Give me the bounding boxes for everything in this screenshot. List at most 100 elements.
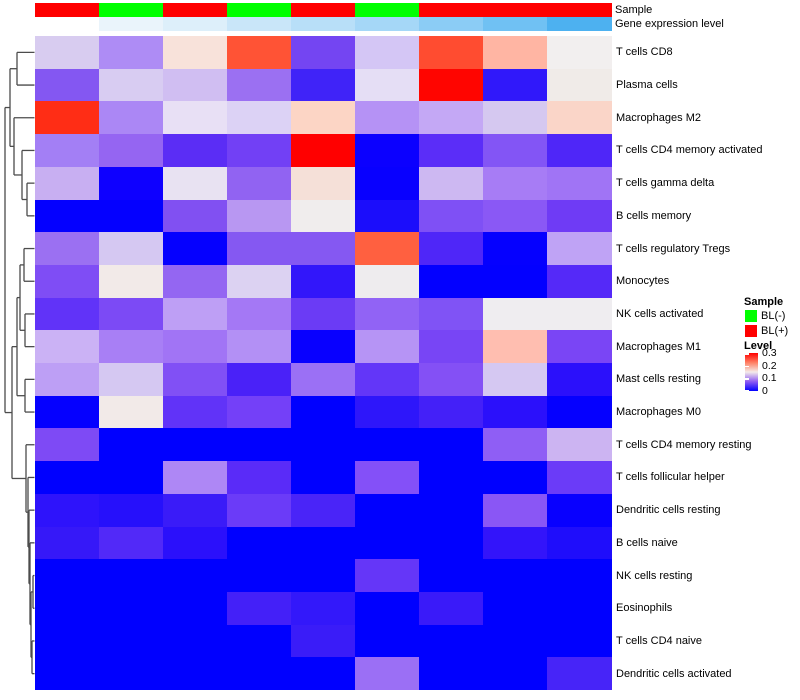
row-label: T cells CD8 [616, 46, 673, 59]
heatmap-cell [227, 101, 292, 135]
row-label: Dendritic cells activated [616, 667, 732, 680]
heatmap-cell [483, 68, 548, 102]
heatmap-cell [355, 297, 420, 331]
sample-bar-label: Sample [615, 4, 653, 16]
heatmap-cell [355, 166, 420, 200]
legend-level-tick-label: 0.2 [762, 359, 777, 372]
heatmap-cell [547, 101, 612, 135]
heatmap-cell [35, 657, 100, 691]
heatmap-cell [419, 657, 484, 691]
row-label: Macrophages M1 [616, 340, 701, 353]
heatmap-cell [227, 657, 292, 691]
heatmap-cell [35, 526, 100, 560]
heatmap-cell [291, 493, 356, 527]
heatmap-cell [355, 363, 420, 397]
legend-swatch [745, 310, 757, 322]
heatmap-cell [483, 166, 548, 200]
heatmap-cell [163, 232, 228, 266]
heatmap-cell [547, 559, 612, 593]
heatmap-cell [291, 428, 356, 462]
heatmap-cell [35, 68, 100, 102]
heatmap-cell [483, 297, 548, 331]
row-label: T cells CD4 memory activated [616, 144, 763, 157]
sample-annotation-cell [547, 3, 612, 17]
heatmap-cell [419, 166, 484, 200]
heatmap-cell [547, 591, 612, 626]
heatmap-cell [483, 232, 548, 266]
heatmap-cell [163, 428, 228, 462]
heatmap-cell [99, 134, 164, 168]
heatmap-cell [419, 395, 484, 429]
heatmap-cell [99, 166, 164, 200]
heatmap-cell [483, 36, 548, 70]
heatmap-cell [35, 624, 100, 658]
heatmap-cell [355, 461, 420, 495]
heatmap-cell [483, 363, 548, 397]
heatmap-cell [35, 395, 100, 429]
heatmap-cell [227, 493, 292, 527]
gene-expression-annotation-cell [227, 17, 292, 31]
heatmap-cell [483, 526, 548, 560]
heatmap-cell [163, 591, 228, 626]
gene-expression-annotation-cell [99, 17, 164, 31]
heatmap-cell [291, 559, 356, 593]
row-label: T cells gamma delta [616, 177, 715, 190]
heatmap-cell [291, 199, 356, 233]
heatmap-cell [419, 264, 484, 299]
heatmap-cell [483, 101, 548, 135]
heatmap-cell [99, 330, 164, 364]
heatmap-cell [35, 232, 100, 266]
heatmap-cell [291, 526, 356, 560]
gene-expression-annotation-cell [547, 17, 612, 31]
heatmap-cell [547, 68, 612, 102]
heatmap-cell [291, 461, 356, 495]
heatmap-cell [99, 395, 164, 429]
heatmap-cell [419, 36, 484, 70]
legend-gradient-bar [745, 353, 758, 391]
heatmap-cell [163, 363, 228, 397]
gene-bar-label: Gene expression level [615, 18, 724, 30]
heatmap-cell [35, 428, 100, 462]
heatmap-cell [419, 199, 484, 233]
heatmap-cell [35, 591, 100, 626]
row-label: B cells naive [616, 536, 678, 549]
heatmap-cell [483, 493, 548, 527]
heatmap-cell [227, 526, 292, 560]
heatmap-cell [163, 297, 228, 331]
heatmap-cell [419, 624, 484, 658]
heatmap-cell [419, 68, 484, 102]
row-label: NK cells resting [616, 569, 693, 582]
heatmap-cell [227, 199, 292, 233]
heatmap-cell [355, 68, 420, 102]
heatmap-cell [291, 591, 356, 626]
heatmap-cell [35, 199, 100, 233]
row-label: T cells follicular helper [616, 471, 725, 484]
legend-sample-title: Sample [744, 296, 784, 308]
legend-level-tick-mark [745, 378, 749, 380]
legend-swatch [745, 325, 757, 337]
heatmap-cell [99, 363, 164, 397]
gene-expression-annotation-cell [35, 17, 100, 31]
row-label: B cells memory [616, 209, 692, 222]
legend-item-label: BL(-) [761, 310, 786, 322]
legend-level-tick-mark [745, 353, 749, 355]
heatmap-cell [419, 232, 484, 266]
row-label: Dendritic cells resting [616, 504, 721, 517]
row-label: Eosinophils [616, 602, 673, 615]
heatmap-cell [35, 36, 100, 70]
heatmap-cell [291, 395, 356, 429]
gene-expression-annotation-cell [483, 17, 548, 31]
legend-level-tick-label: 0 [762, 385, 768, 397]
heatmap-cell [483, 624, 548, 658]
heatmap-cell [99, 526, 164, 560]
heatmap-cell [547, 330, 612, 364]
sample-annotation-cell [35, 3, 100, 17]
heatmap-cell [355, 559, 420, 593]
heatmap-cell [355, 330, 420, 364]
heatmap-cell [355, 591, 420, 626]
heatmap-cell [99, 559, 164, 593]
heatmap-cell [291, 134, 356, 168]
heatmap-cell [547, 232, 612, 266]
heatmap-cell [35, 559, 100, 593]
heatmap-cell [419, 297, 484, 331]
